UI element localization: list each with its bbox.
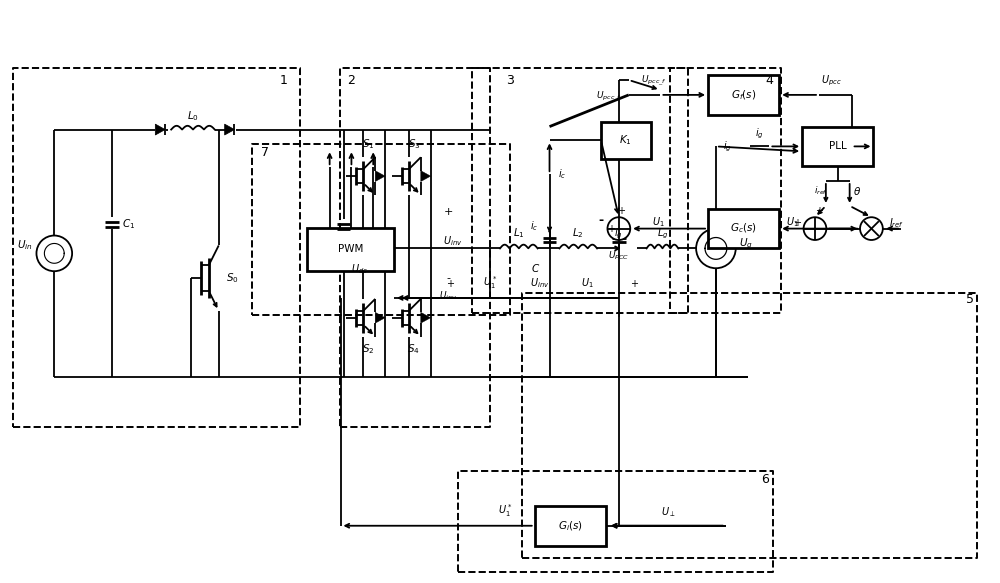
Polygon shape: [375, 171, 385, 181]
Text: $C$: $C$: [531, 262, 540, 274]
Text: +: +: [793, 217, 801, 228]
Polygon shape: [375, 312, 385, 323]
Polygon shape: [225, 124, 234, 135]
Text: +: +: [607, 224, 615, 234]
Text: $S_2$: $S_2$: [362, 343, 374, 356]
Text: -: -: [446, 273, 450, 283]
Text: 5: 5: [966, 293, 974, 307]
Text: $+$: $+$: [630, 278, 639, 289]
Bar: [708, 75, 779, 115]
Text: $U^*_1$: $U^*_1$: [483, 275, 497, 292]
Bar: [535, 506, 606, 546]
Text: $U^*_1$: $U^*_1$: [498, 503, 512, 519]
Text: $U_1$: $U_1$: [786, 215, 799, 229]
Text: 7: 7: [261, 146, 269, 159]
Text: +: +: [815, 206, 823, 216]
Text: $S_3$: $S_3$: [408, 138, 420, 152]
Bar: [708, 209, 779, 248]
Text: $L_1$: $L_1$: [513, 227, 525, 240]
Bar: [802, 127, 873, 166]
Polygon shape: [155, 124, 165, 135]
Text: $G_c(s)$: $G_c(s)$: [730, 222, 757, 236]
Text: $\theta$: $\theta$: [853, 185, 862, 197]
Text: $U_{inv}$: $U_{inv}$: [439, 290, 458, 302]
Text: 1: 1: [280, 73, 288, 86]
Text: -: -: [598, 214, 604, 227]
Text: +: +: [617, 206, 625, 216]
Text: $G_f(s)$: $G_f(s)$: [731, 88, 756, 101]
Text: $S_4$: $S_4$: [407, 343, 420, 356]
Text: $S_0$: $S_0$: [226, 271, 239, 285]
Text: $U_{dc}$: $U_{dc}$: [351, 262, 368, 276]
Text: $+$: $+$: [446, 278, 455, 289]
Text: 4: 4: [765, 73, 773, 86]
Circle shape: [804, 217, 826, 240]
Text: $U_1$: $U_1$: [581, 276, 594, 290]
Text: $L_2$: $L_2$: [572, 227, 584, 240]
Text: $L_0$: $L_0$: [187, 109, 199, 122]
Text: $U_{pcc\_f}$: $U_{pcc\_f}$: [641, 74, 666, 88]
Text: $K_1$: $K_1$: [619, 134, 632, 147]
Text: PWM: PWM: [338, 244, 363, 254]
Text: $U_{\perp}$: $U_{\perp}$: [661, 505, 676, 519]
Text: +: +: [444, 207, 453, 217]
Text: $i_g$: $i_g$: [755, 127, 764, 141]
Text: $C_1$: $C_1$: [122, 217, 135, 230]
Circle shape: [860, 217, 883, 240]
Bar: [601, 122, 651, 159]
Text: $U_{pcc}$: $U_{pcc}$: [821, 74, 842, 88]
Text: $i_c$: $i_c$: [530, 219, 539, 233]
Text: $U_{pcc\_f}$: $U_{pcc\_f}$: [596, 90, 622, 104]
Text: $U_{inv}$: $U_{inv}$: [443, 234, 462, 248]
Text: $+$: $+$: [614, 308, 623, 319]
Text: 3: 3: [506, 73, 514, 86]
Text: PLL: PLL: [829, 142, 847, 152]
Text: $G_i(s)$: $G_i(s)$: [558, 519, 583, 532]
Circle shape: [607, 217, 630, 240]
Text: $U_{inv}$: $U_{inv}$: [530, 276, 549, 290]
Text: $U_g$: $U_g$: [739, 236, 753, 251]
Text: $i_g$: $i_g$: [723, 139, 732, 153]
Polygon shape: [421, 171, 431, 181]
Text: 2: 2: [347, 73, 355, 86]
Bar: [307, 227, 394, 271]
Text: $U_{in}$: $U_{in}$: [17, 238, 32, 252]
Text: $i_c$: $i_c$: [558, 167, 567, 181]
Text: 6: 6: [762, 473, 769, 486]
Text: $U_1$: $U_1$: [652, 215, 665, 229]
Text: $S_1$: $S_1$: [362, 138, 375, 152]
Text: $L_g$: $L_g$: [657, 226, 668, 241]
Text: $i_g$: $i_g$: [614, 226, 623, 241]
Text: $U_{PCC}$: $U_{PCC}$: [608, 249, 629, 262]
Polygon shape: [421, 312, 431, 323]
Text: $i_{ref}$: $i_{ref}$: [814, 185, 828, 197]
Text: $I_{ref}$: $I_{ref}$: [889, 216, 904, 230]
